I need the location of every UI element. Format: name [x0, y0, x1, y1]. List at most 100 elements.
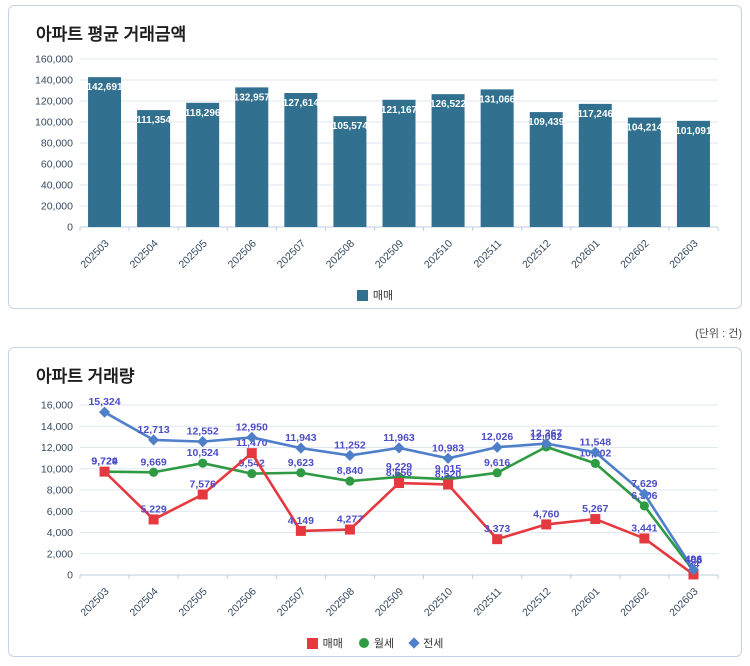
svg-text:202506: 202506	[226, 238, 259, 271]
svg-text:3,441: 3,441	[631, 522, 657, 534]
svg-text:9,616: 9,616	[484, 457, 510, 469]
svg-text:10,000: 10,000	[41, 463, 73, 475]
svg-text:202511: 202511	[472, 238, 505, 271]
svg-text:202504: 202504	[127, 238, 160, 271]
svg-text:101,091: 101,091	[675, 126, 712, 137]
svg-text:202601: 202601	[569, 586, 602, 619]
svg-text:14,000: 14,000	[41, 421, 73, 433]
svg-text:202511: 202511	[472, 586, 505, 619]
svg-text:12,000: 12,000	[41, 442, 73, 454]
svg-text:131,066: 131,066	[479, 94, 516, 105]
svg-text:12,367: 12,367	[530, 428, 562, 440]
svg-text:16,000: 16,000	[41, 400, 73, 412]
svg-text:12,026: 12,026	[481, 431, 513, 443]
svg-text:202602: 202602	[618, 238, 651, 271]
legend-item-0[interactable]: 매매	[306, 635, 343, 651]
svg-text:9,729: 9,729	[91, 456, 117, 468]
svg-text:202509: 202509	[373, 586, 406, 619]
svg-text:202508: 202508	[324, 586, 357, 619]
legend-item-0[interactable]: 매매	[356, 287, 394, 303]
svg-text:10,524: 10,524	[187, 447, 219, 459]
svg-text:120,000: 120,000	[35, 96, 73, 108]
svg-text:8,000: 8,000	[47, 485, 73, 497]
svg-text:109,439: 109,439	[528, 117, 565, 128]
svg-text:4,277: 4,277	[337, 514, 363, 526]
svg-text:111,354: 111,354	[136, 115, 171, 126]
svg-text:126,522: 126,522	[430, 99, 467, 110]
volume-line-chart[interactable]: 0 2,000 4,000 6,000 8,000 10,000 12,000 14,000 1…	[26, 389, 724, 629]
svg-text:140,000: 140,000	[35, 75, 73, 87]
svg-text:202512: 202512	[520, 586, 553, 619]
svg-text:8,520: 8,520	[435, 468, 461, 480]
svg-text:4,149: 4,149	[288, 515, 314, 527]
svg-text:202507: 202507	[275, 238, 308, 271]
svg-text:104,214: 104,214	[626, 123, 663, 134]
svg-text:11,963: 11,963	[383, 432, 415, 444]
avg-price-bar-chart[interactable]: 0 20,000 40,000 60,000 80,000 100,000 120,000 1…	[26, 47, 724, 281]
svg-text:5,267: 5,267	[582, 503, 608, 515]
svg-text:202505: 202505	[177, 586, 210, 619]
svg-text:12,713: 12,713	[138, 424, 170, 436]
svg-text:5,229: 5,229	[140, 503, 166, 515]
svg-text:9,542: 9,542	[239, 458, 265, 470]
legend-item-1[interactable]: 월세	[358, 635, 395, 651]
svg-text:9,015: 9,015	[435, 463, 461, 475]
svg-text:202601: 202601	[569, 238, 602, 271]
svg-text:0: 0	[67, 222, 73, 234]
svg-text:2,000: 2,000	[47, 548, 73, 560]
svg-text:202510: 202510	[422, 238, 455, 271]
svg-text:11,943: 11,943	[285, 432, 317, 444]
svg-text:132,957: 132,957	[234, 92, 271, 103]
svg-text:80,000: 80,000	[41, 138, 73, 150]
svg-text:12,950: 12,950	[236, 421, 268, 433]
svg-text:60,000: 60,000	[41, 159, 73, 171]
svg-text:117,246: 117,246	[578, 109, 614, 120]
volume-legend: 매매 월세 전세	[26, 634, 724, 652]
svg-text:121,167: 121,167	[381, 105, 418, 116]
svg-text:9,229: 9,229	[386, 461, 412, 473]
unit-note: (단위 : 건)	[695, 328, 742, 340]
svg-text:202512: 202512	[520, 238, 553, 271]
svg-text:160,000: 160,000	[35, 54, 73, 66]
legend-marker-circle-icon	[358, 638, 369, 648]
legend-marker-diamond-icon	[408, 637, 420, 649]
legend-label: 전세	[423, 638, 444, 650]
legend-label: 매매	[372, 290, 394, 302]
volume-card: 아파트 거래량 0 2,000 4,000 6,000 8,000 10,000 12,00…	[8, 347, 742, 657]
avg-price-chart-title: 아파트 평균 거래금액	[36, 25, 187, 44]
legend-label: 월세	[373, 638, 395, 650]
avg-price-card: 아파트 평균 거래금액 0 20,000 40,000 60,000 80,000 100…	[8, 5, 742, 309]
svg-text:6,000: 6,000	[47, 506, 73, 518]
svg-text:202603: 202603	[667, 586, 700, 619]
svg-text:8,656: 8,656	[386, 467, 412, 479]
svg-text:100,000: 100,000	[35, 117, 73, 129]
svg-text:40,000: 40,000	[41, 180, 73, 192]
svg-text:202507: 202507	[275, 586, 308, 619]
svg-text:12,062: 12,062	[530, 431, 562, 443]
svg-text:8,840: 8,840	[337, 465, 363, 477]
svg-text:202509: 202509	[373, 238, 406, 271]
legend-marker-square-icon	[306, 637, 318, 649]
svg-text:127,614: 127,614	[283, 98, 320, 109]
svg-text:3,373: 3,373	[484, 523, 510, 535]
svg-text:4,000: 4,000	[47, 527, 73, 539]
svg-text:118,296: 118,296	[185, 108, 221, 119]
svg-text:202510: 202510	[422, 586, 455, 619]
svg-text:9,623: 9,623	[288, 457, 314, 469]
svg-text:9,669: 9,669	[140, 456, 166, 468]
svg-text:202505: 202505	[177, 238, 210, 271]
svg-text:202503: 202503	[78, 238, 111, 271]
legend-item-2[interactable]: 전세	[408, 635, 444, 651]
svg-text:20,000: 20,000	[41, 201, 73, 213]
svg-text:11,548: 11,548	[580, 436, 612, 448]
volume-chart-title: 아파트 거래량	[36, 367, 135, 386]
svg-text:202504: 202504	[127, 586, 160, 619]
svg-text:202603: 202603	[667, 238, 700, 271]
svg-text:12,552: 12,552	[187, 426, 219, 438]
svg-text:0: 0	[67, 570, 73, 582]
svg-text:9,724: 9,724	[91, 456, 117, 468]
svg-text:15,324: 15,324	[88, 396, 120, 408]
svg-text:202602: 202602	[618, 586, 651, 619]
avg-price-legend: 매매	[26, 286, 724, 304]
